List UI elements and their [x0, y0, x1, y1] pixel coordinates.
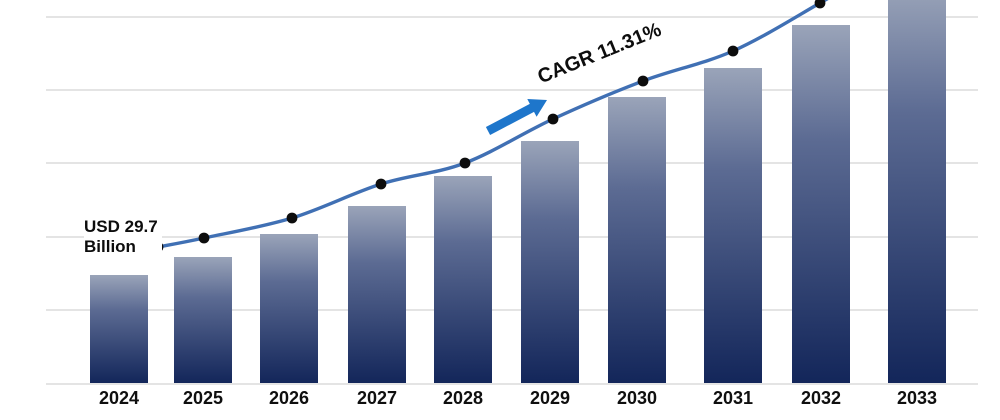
x-axis-label-2031: 2031 [713, 388, 753, 408]
x-axis-label-2028: 2028 [443, 388, 483, 408]
start-value-line1: USD 29.7 [84, 217, 158, 236]
line-marker-2031 [727, 45, 739, 57]
growth-arrow-icon [485, 99, 547, 135]
line-marker-2026 [286, 212, 298, 224]
line-marker-2028 [459, 157, 471, 169]
line-marker-2029 [547, 113, 559, 125]
x-axis-label-2025: 2025 [183, 388, 223, 408]
bar-2032 [792, 25, 850, 383]
bar-2030 [608, 97, 666, 383]
bar-2031 [704, 68, 762, 383]
x-axis-label-2033: 2033 [897, 388, 937, 408]
x-axis-label-2030: 2030 [617, 388, 657, 408]
line-marker-2027 [375, 178, 387, 190]
bar-2027 [348, 206, 406, 383]
x-axis-label-2027: 2027 [357, 388, 397, 408]
x-axis-label-2032: 2032 [801, 388, 841, 408]
bar-2024 [90, 275, 148, 383]
trend-line [156, 0, 829, 249]
bar-2026 [260, 234, 318, 383]
line-marker-2032 [814, 0, 826, 9]
line-marker-2025 [198, 232, 210, 244]
x-axis-label-2024: 2024 [99, 388, 139, 408]
bar-2028 [434, 176, 492, 383]
bar-2029 [521, 141, 579, 383]
x-axis-label-2029: 2029 [530, 388, 570, 408]
start-value-annotation: USD 29.7 Billion [84, 217, 162, 257]
line-marker-2030 [637, 75, 649, 87]
bar-2033 [888, 0, 946, 383]
start-value-line2: Billion [84, 237, 136, 256]
x-axis-label-2026: 2026 [269, 388, 309, 408]
bar-2025 [174, 257, 232, 383]
